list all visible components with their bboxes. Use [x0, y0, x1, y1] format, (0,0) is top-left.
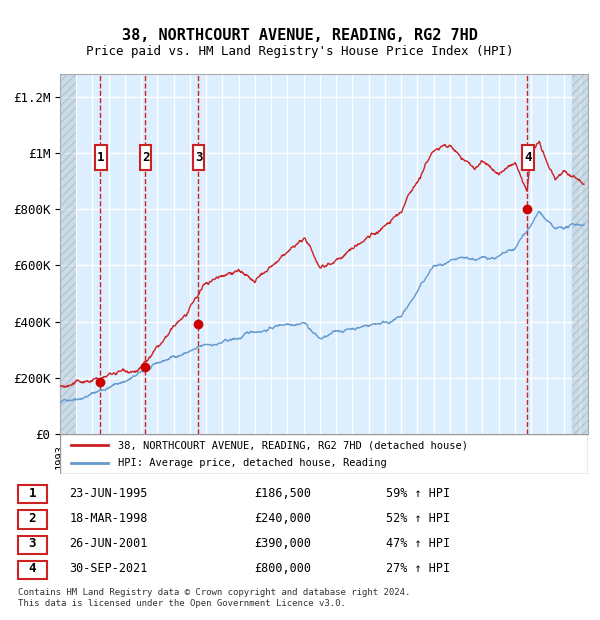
FancyBboxPatch shape	[193, 144, 204, 170]
Text: 4: 4	[524, 151, 532, 164]
Text: 18-MAR-1998: 18-MAR-1998	[70, 512, 148, 525]
Text: 47% ↑ HPI: 47% ↑ HPI	[386, 537, 451, 550]
FancyBboxPatch shape	[95, 144, 107, 170]
Text: £186,500: £186,500	[254, 487, 311, 500]
Text: £240,000: £240,000	[254, 512, 311, 525]
FancyBboxPatch shape	[18, 536, 47, 554]
Text: HPI: Average price, detached house, Reading: HPI: Average price, detached house, Read…	[118, 458, 387, 468]
FancyBboxPatch shape	[522, 144, 533, 170]
FancyBboxPatch shape	[18, 560, 47, 579]
Text: 2: 2	[28, 512, 36, 525]
Text: 2: 2	[142, 151, 149, 164]
Text: Contains HM Land Registry data © Crown copyright and database right 2024.
This d: Contains HM Land Registry data © Crown c…	[18, 588, 410, 608]
Bar	[572, 74, 588, 434]
FancyBboxPatch shape	[140, 144, 151, 170]
Text: 27% ↑ HPI: 27% ↑ HPI	[386, 562, 451, 575]
Text: 30-SEP-2021: 30-SEP-2021	[70, 562, 148, 575]
FancyBboxPatch shape	[18, 485, 47, 503]
Text: 1: 1	[28, 487, 36, 500]
Text: 4: 4	[28, 562, 36, 575]
Bar	[60, 74, 76, 434]
Text: 59% ↑ HPI: 59% ↑ HPI	[386, 487, 451, 500]
FancyBboxPatch shape	[18, 510, 47, 529]
Text: 38, NORTHCOURT AVENUE, READING, RG2 7HD: 38, NORTHCOURT AVENUE, READING, RG2 7HD	[122, 28, 478, 43]
Text: 52% ↑ HPI: 52% ↑ HPI	[386, 512, 451, 525]
Text: £800,000: £800,000	[254, 562, 311, 575]
Bar	[572, 74, 588, 434]
Text: Price paid vs. HM Land Registry's House Price Index (HPI): Price paid vs. HM Land Registry's House …	[86, 45, 514, 58]
Text: 3: 3	[195, 151, 202, 164]
FancyBboxPatch shape	[60, 434, 588, 474]
Text: 38, NORTHCOURT AVENUE, READING, RG2 7HD (detached house): 38, NORTHCOURT AVENUE, READING, RG2 7HD …	[118, 440, 468, 450]
Text: 26-JUN-2001: 26-JUN-2001	[70, 537, 148, 550]
Text: £390,000: £390,000	[254, 537, 311, 550]
Text: 23-JUN-1995: 23-JUN-1995	[70, 487, 148, 500]
Text: 1: 1	[97, 151, 105, 164]
Bar	[60, 74, 76, 434]
Text: 3: 3	[28, 537, 36, 550]
